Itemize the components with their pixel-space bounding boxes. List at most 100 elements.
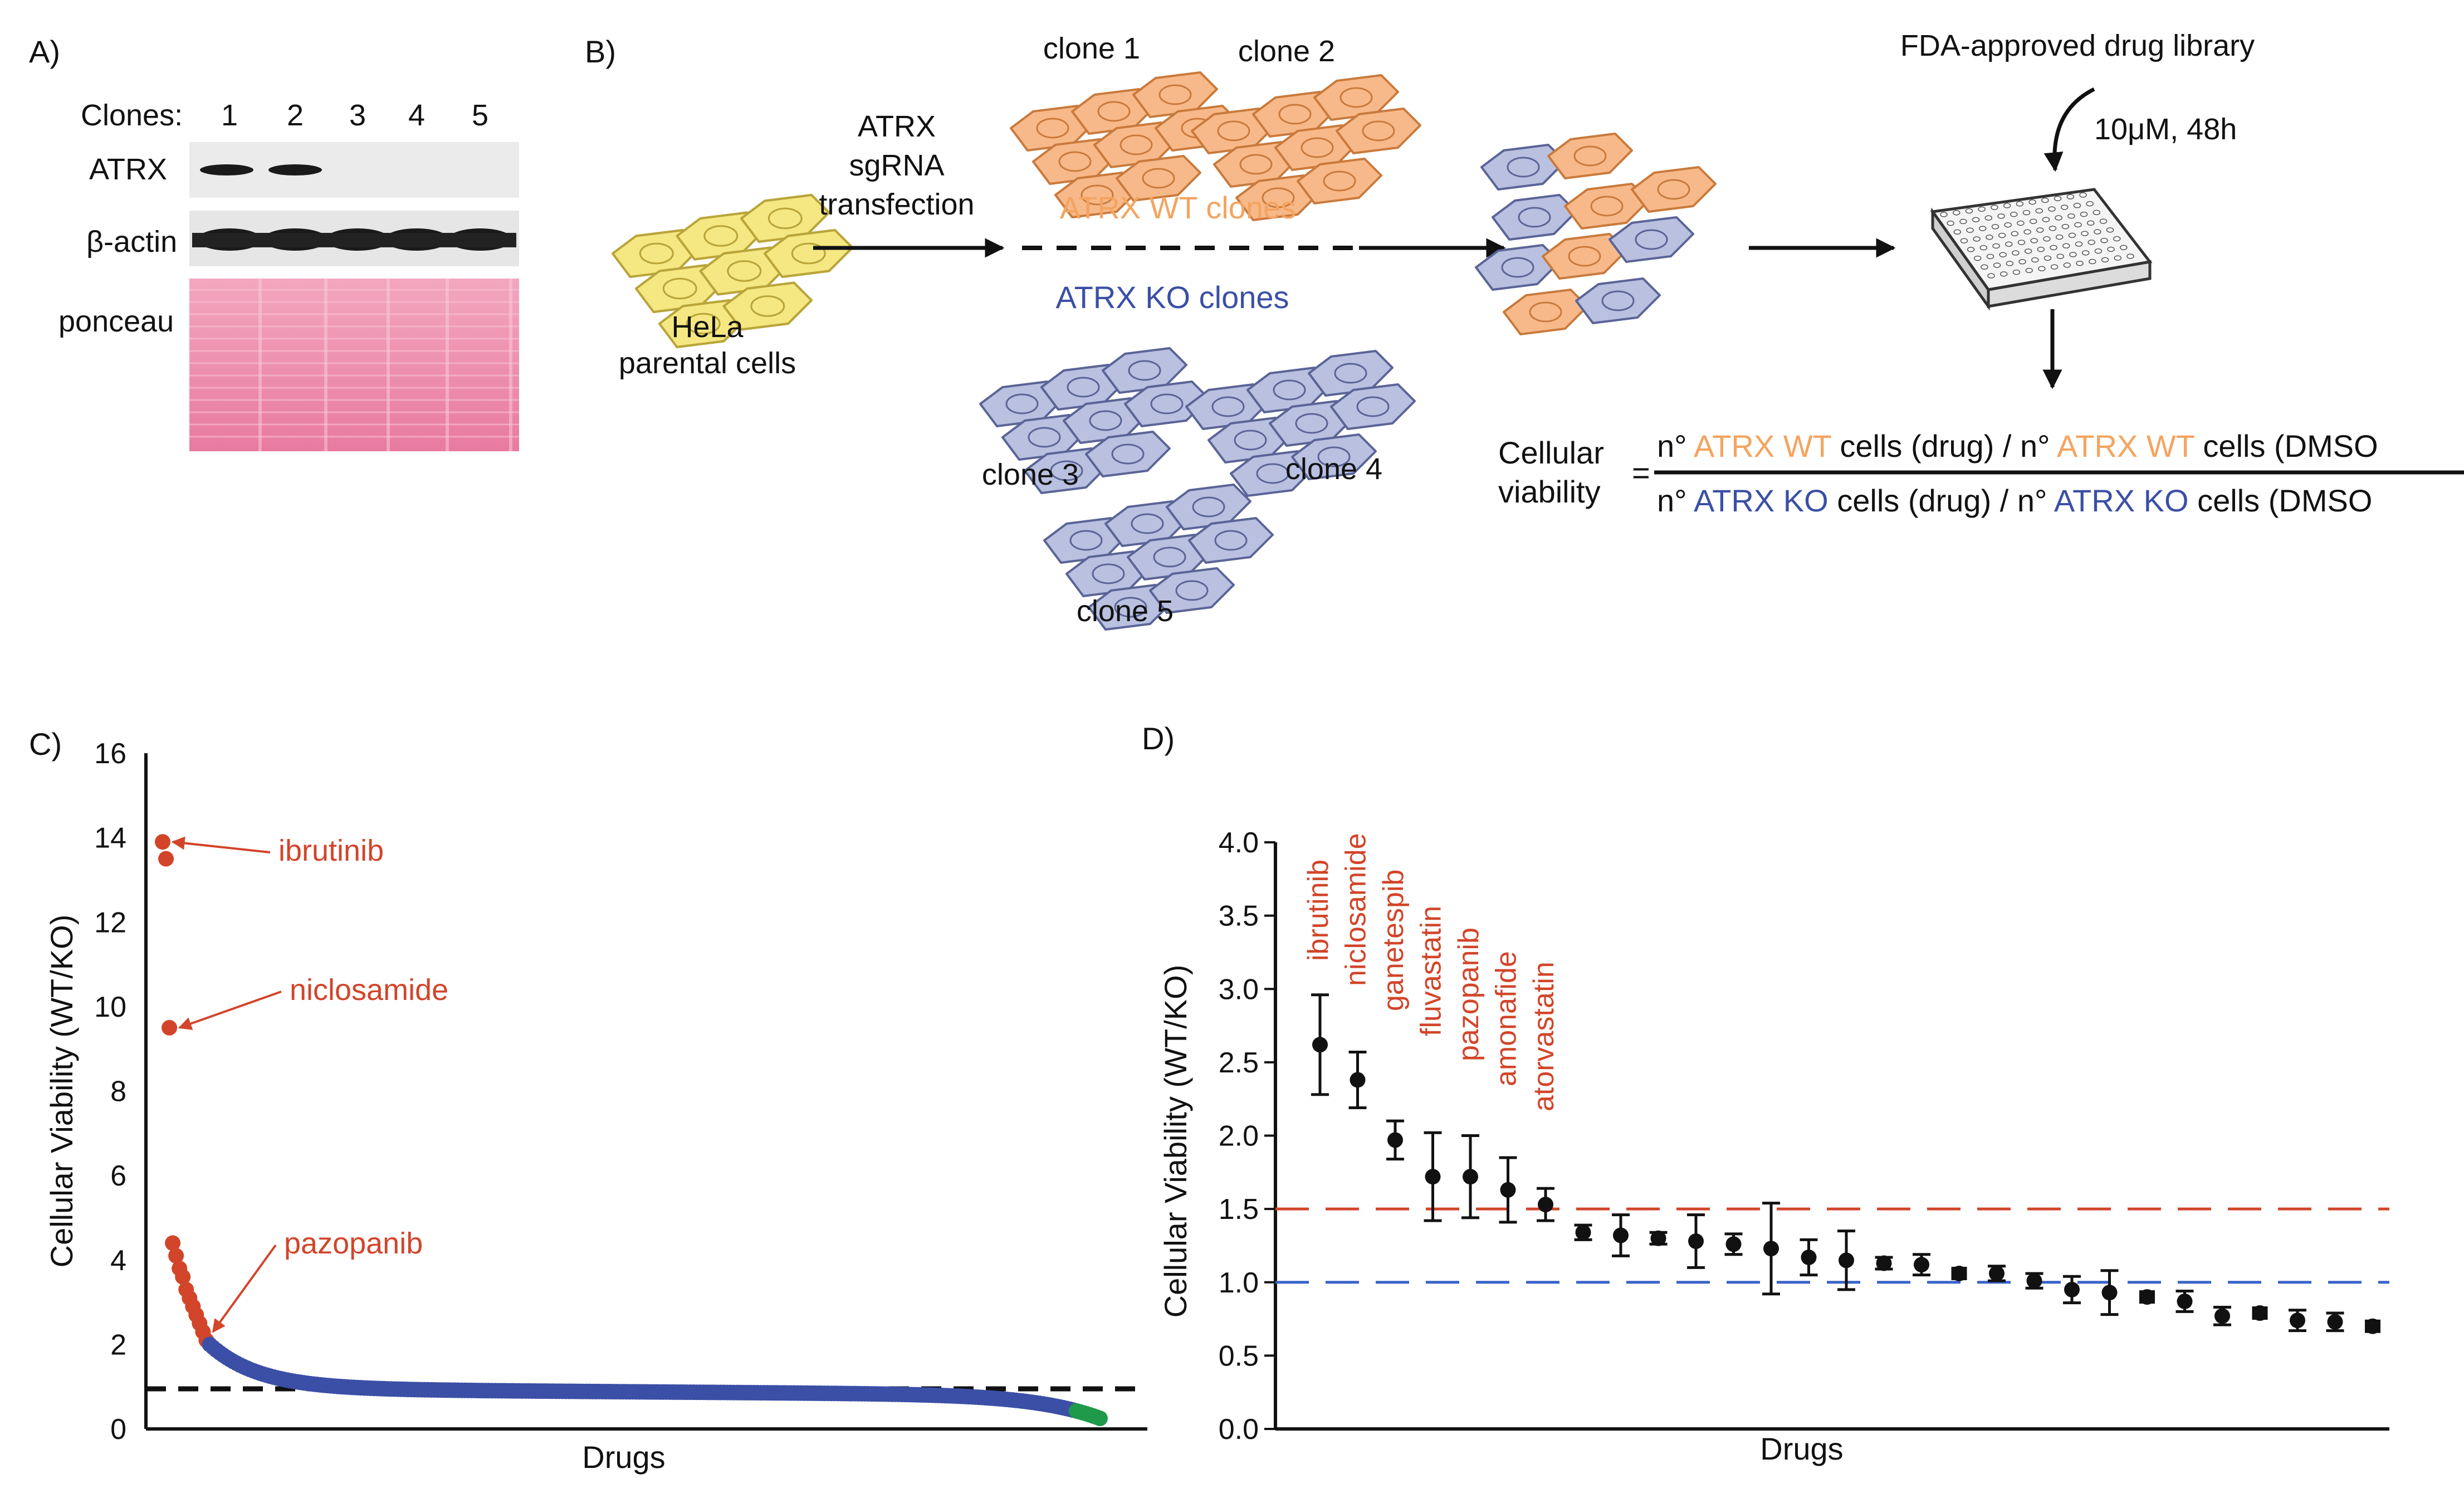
well <box>2063 262 2071 268</box>
cell-nucleus <box>1111 443 1145 465</box>
cell-nucleus <box>1256 463 1289 484</box>
clone-4-label: clone 4 <box>1285 452 1382 486</box>
clone-5-label: clone 5 <box>1077 594 1174 628</box>
clone-3-label: clone 3 <box>982 458 1079 491</box>
well <box>2011 231 2019 237</box>
wt-clone-2-icon <box>1191 74 1421 221</box>
cell-nucleus <box>1142 168 1175 189</box>
cell <box>1492 194 1577 241</box>
y-tick-label: 2.0 <box>1219 1120 1259 1153</box>
cell <box>1308 350 1394 397</box>
well <box>2005 241 2013 247</box>
data-point-group <box>1424 1131 1442 1222</box>
well <box>2004 222 2012 228</box>
data-point-group <box>2326 1311 2344 1333</box>
well <box>2066 194 2075 199</box>
well <box>2006 261 2014 266</box>
data-point-group <box>1687 1213 1705 1269</box>
wt-clone-1-icon <box>1010 71 1240 218</box>
drug-label: niclosamide <box>1340 833 1372 986</box>
annotation-arrow <box>171 836 271 853</box>
well <box>2056 253 2064 259</box>
clone-2-label: clone 2 <box>1238 35 1335 68</box>
row-label-ponceau: ponceau <box>58 305 174 338</box>
well <box>2062 243 2070 249</box>
y-tick-label: 16 <box>94 738 126 770</box>
well <box>2068 232 2076 238</box>
cell <box>1330 383 1416 430</box>
cell-nucleus <box>1058 151 1092 172</box>
cell-nucleus <box>1273 379 1306 401</box>
pooled-cells-icon <box>1475 133 1717 335</box>
data-point <box>1312 1037 1328 1053</box>
ko-clone-3-icon <box>979 347 1210 494</box>
well <box>2079 192 2087 198</box>
data-point-group <box>1311 993 1329 1096</box>
well <box>2100 238 2108 243</box>
cell-body <box>1547 133 1633 179</box>
viability-label-2: viability <box>1498 474 1601 509</box>
cell-body <box>1132 71 1218 118</box>
cell-nucleus <box>1005 393 1039 414</box>
well <box>2094 248 2103 254</box>
cell <box>1235 174 1321 221</box>
well <box>2043 236 2051 242</box>
viability-label-1: Cellular <box>1498 435 1604 470</box>
data-point <box>1092 1411 1108 1427</box>
panel-c-label: C) <box>29 726 62 762</box>
well <box>2035 208 2043 214</box>
denominator: n° ATRX KO cells (drug) / n° ATRX KO cel… <box>1657 483 2372 518</box>
well <box>1973 255 1982 261</box>
cell <box>1313 74 1399 121</box>
parental-label-1: HeLa <box>671 310 744 344</box>
numerator: n° ATRX WT cells (drug) / n° ATRX WT cel… <box>1657 428 2378 463</box>
cell <box>1297 158 1382 204</box>
cell-nucleus <box>1278 104 1312 125</box>
well <box>2081 231 2089 236</box>
cell-nucleus <box>1175 580 1209 601</box>
cell-nucleus <box>1568 246 1601 267</box>
data-point <box>158 851 174 867</box>
cell <box>1252 91 1338 138</box>
clones-label: Clones: <box>81 99 183 132</box>
data-point-group <box>2365 1318 2380 1334</box>
well <box>2037 246 2045 252</box>
cell-nucleus <box>1214 530 1248 551</box>
cell-nucleus <box>1128 360 1161 381</box>
data-point <box>1688 1233 1704 1250</box>
well <box>1992 243 2000 249</box>
data-point-group <box>1574 1223 1592 1241</box>
cell-nucleus <box>1518 207 1551 228</box>
well <box>1984 215 1993 221</box>
data-point <box>162 1019 178 1036</box>
cell-body <box>1330 383 1416 430</box>
well <box>2120 245 2128 251</box>
drug-label: ibrutinib <box>1302 860 1334 961</box>
cell-body <box>722 281 813 331</box>
cell-body <box>1188 517 1274 564</box>
y-tick-label: 3.0 <box>1219 973 1259 1006</box>
x-axis-label: Drugs <box>1760 1431 1843 1466</box>
cell-nucleus <box>1239 154 1273 175</box>
cell-body <box>1313 74 1399 121</box>
cell-nucleus <box>1092 563 1125 584</box>
cell-nucleus <box>662 277 697 300</box>
well <box>2076 260 2084 266</box>
data-point-group <box>1800 1238 1818 1277</box>
well <box>1979 245 1988 251</box>
cell-body <box>1609 216 1694 263</box>
cell-nucleus <box>1036 118 1069 139</box>
well <box>2101 257 2109 263</box>
equals-sign: = <box>1632 455 1650 490</box>
annotation-arrow <box>212 1244 277 1333</box>
cell-nucleus <box>686 313 721 335</box>
well <box>2069 252 2077 257</box>
cell-nucleus <box>1097 101 1131 122</box>
well <box>2074 222 2082 228</box>
annotation-arrow <box>178 991 282 1030</box>
cell-nucleus <box>791 242 826 265</box>
cell-nucleus <box>1067 377 1100 398</box>
cell-nucleus <box>1573 145 1607 167</box>
parental-cells-icon <box>611 193 854 349</box>
data-point <box>1876 1255 1892 1271</box>
